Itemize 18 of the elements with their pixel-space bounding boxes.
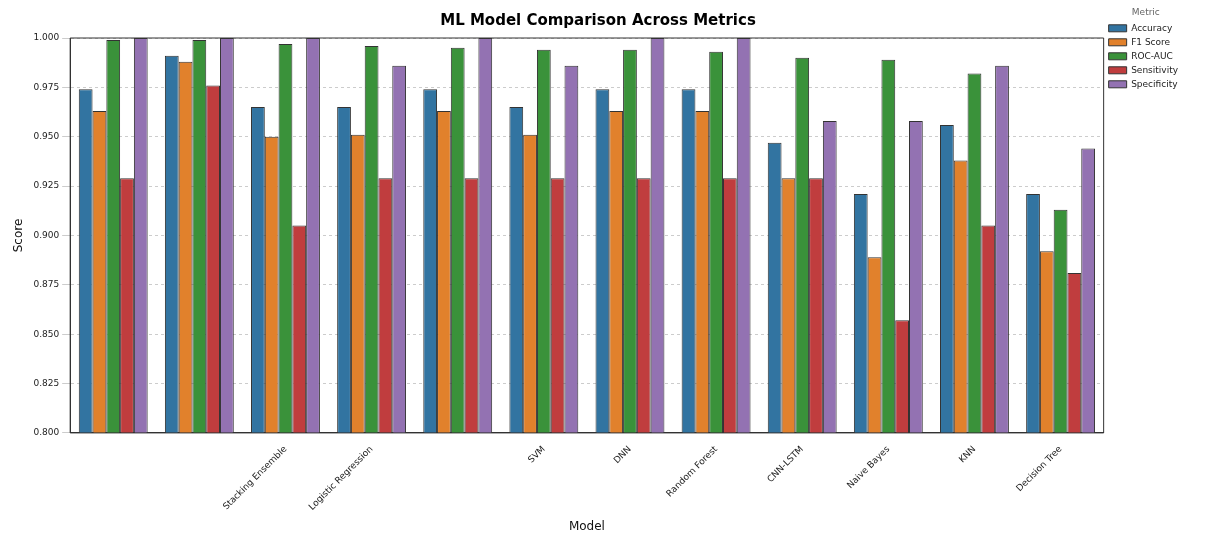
y-tick-label: 0.925 [33,180,60,191]
y-tick-label: 0.975 [33,81,60,92]
y-tick-label: 0.850 [33,328,60,339]
x-axis-title: Model [568,518,605,533]
legend-label: Sensitivity [1131,64,1179,75]
legend-label: F1 Score [1131,36,1171,47]
y-tick-label: 1.000 [33,32,60,43]
y-tick-label: 0.825 [33,377,60,388]
y-tick-label: 0.875 [33,279,60,290]
legend-title: Metric [1131,6,1160,17]
y-tick-label: 0.800 [33,427,60,438]
y-tick-label: 0.950 [33,131,60,142]
legend-label: Specificity [1131,78,1179,89]
y-axis-title: Score [11,218,26,253]
legend-label: Accuracy [1131,22,1173,33]
y-tick-label: 0.900 [33,229,60,240]
chart-title: ML Model Comparison Across Metrics [440,10,756,29]
legend-label: ROC-AUC [1131,50,1173,61]
